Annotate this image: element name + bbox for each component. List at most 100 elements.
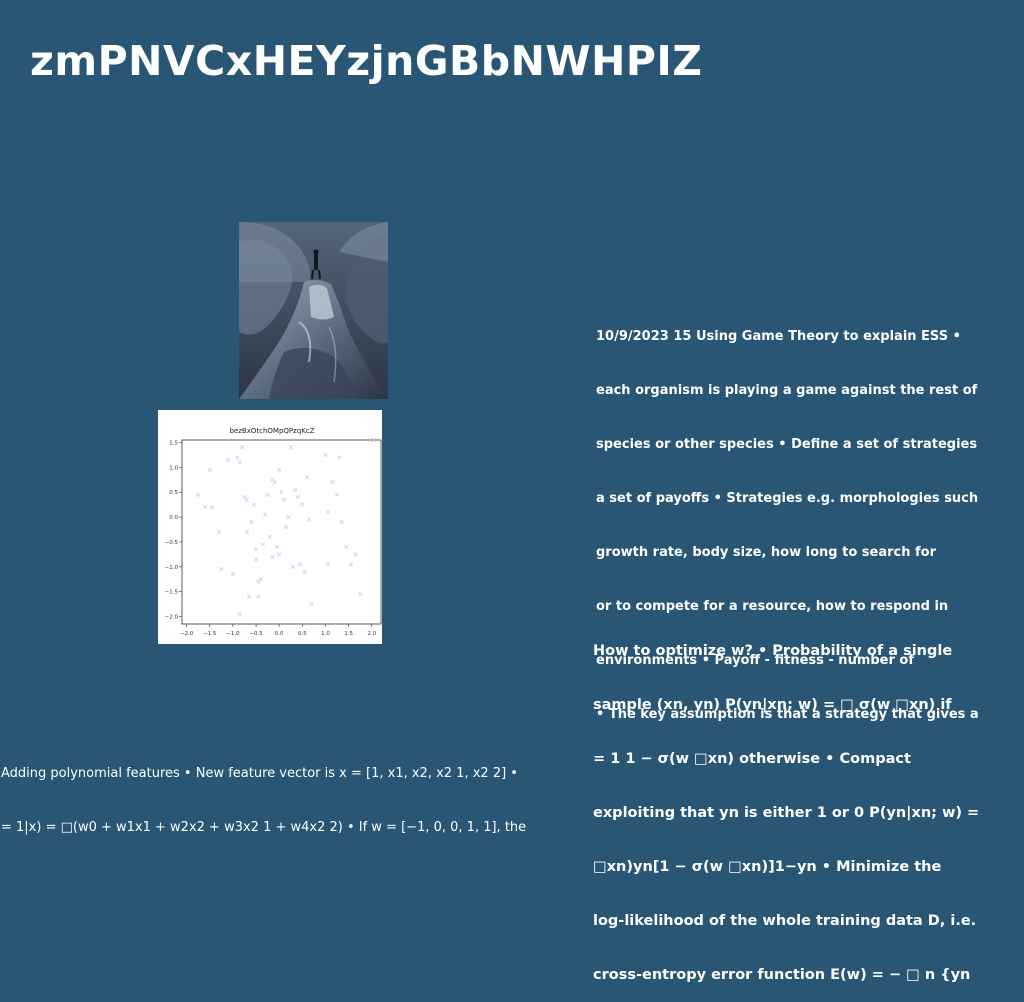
text-block-polynomial: Adding polynomial features • New feature… xyxy=(1,729,561,855)
scatter-point xyxy=(251,502,256,507)
x-tick-label: 1.0 xyxy=(321,631,330,637)
scatter-point xyxy=(286,514,291,520)
text-line: = 1 1 − σ(w □xn) otherwise • Compact xyxy=(593,751,911,767)
scatter-point xyxy=(284,524,289,530)
x-tick-label: −0.5 xyxy=(249,631,263,637)
scatter-point xyxy=(277,552,282,557)
text-line: • The key assumption is that a strategy … xyxy=(596,707,979,722)
text-line: Adding polynomial features • New feature… xyxy=(1,766,518,781)
text-line: How to optimize w? • Probability of a si… xyxy=(593,643,953,659)
y-axis: 1.5 1.0 0.5 0.0 −0.5 −1.0 −1.5 −2.0 xyxy=(165,440,182,621)
scatter-point xyxy=(203,505,208,510)
text-line: species or other species • Define a set … xyxy=(596,437,978,452)
x-tick-label: 1.5 xyxy=(344,631,353,637)
scatter-point xyxy=(253,547,259,552)
scatter-point xyxy=(219,567,224,572)
text-block-ess: 10/9/2023 15 Using Game Theory to explai… xyxy=(596,292,1024,742)
scatter-point xyxy=(237,460,242,465)
y-tick-label: 0.0 xyxy=(169,515,178,521)
text-block-optimize: How to optimize w? • Probability of a si… xyxy=(593,606,1024,1002)
scatter-point xyxy=(288,445,293,450)
scatter-point xyxy=(244,529,249,535)
scatter-point xyxy=(260,542,266,547)
data-points xyxy=(196,437,377,617)
x-tick-label: 0.5 xyxy=(298,631,307,637)
scatter-point xyxy=(334,492,340,497)
scatter-point xyxy=(274,544,279,550)
x-tick-label: 2.0 xyxy=(367,631,376,637)
scatter-point xyxy=(337,455,342,460)
text-line: each organism is playing a game against … xyxy=(596,383,978,398)
y-tick-label: −1.0 xyxy=(165,565,179,571)
x-tick-label: −2.0 xyxy=(180,631,194,637)
scatter-point xyxy=(209,505,215,510)
text-line: log-likelihood of the whole training dat… xyxy=(593,913,977,929)
plot-frame xyxy=(181,439,382,625)
scatter-point xyxy=(325,509,330,515)
scatter-point xyxy=(267,534,273,540)
text-line: □xn)yn[1 − σ(w □xn)]1−yn • Minimize the xyxy=(593,859,942,875)
text-line: 10/9/2023 15 Using Game Theory to explai… xyxy=(596,329,961,344)
scatter-plot-svg: bezBxOtchOMpQPzqKcZ −2.0 −1.5 −1.0 −0.5 0.0 0… xyxy=(165,427,382,637)
y-tick-label: 1.0 xyxy=(169,465,178,471)
scatter-point xyxy=(270,554,275,559)
scatter-point xyxy=(265,492,270,497)
text-line: growth rate, body size, how long to sear… xyxy=(596,545,937,560)
text-line: = 1|x) = □(w0 + w1x1 + w2x2 + w3x2 1 + w… xyxy=(1,820,527,835)
y-tick-label: −0.5 xyxy=(165,540,179,546)
scatter-point xyxy=(304,475,310,480)
text-line: cross-entropy error function E(w) = − □ … xyxy=(593,967,971,983)
scatter-point xyxy=(309,601,314,607)
scatter-point xyxy=(230,572,236,577)
scatter-point xyxy=(325,562,330,567)
text-line: sample (xn, yn) P(yn|xn; w) = □ σ(w □xn)… xyxy=(593,697,952,713)
scatter-point xyxy=(307,517,312,522)
scatter-point xyxy=(371,437,377,443)
scatter-point xyxy=(272,480,277,485)
text-line: or to compete for a resource, how to res… xyxy=(596,599,949,614)
mountain-photo xyxy=(239,222,388,399)
text-line: environments • Payoff - fitness - number… xyxy=(596,653,915,668)
text-line: a set of payoffs • Strategies e.g. morph… xyxy=(596,491,979,506)
scatter-point xyxy=(295,495,300,500)
scatter-point xyxy=(226,457,231,463)
scatter-point xyxy=(353,552,358,557)
x-tick-label: −1.0 xyxy=(226,631,240,637)
x-tick-label: −1.5 xyxy=(203,631,217,637)
y-tick-label: −1.5 xyxy=(165,590,179,596)
scatter-point xyxy=(293,487,298,492)
y-tick-label: 1.5 xyxy=(169,440,178,446)
scatter-point xyxy=(348,562,354,567)
scatter-point xyxy=(216,529,222,535)
scatter-point xyxy=(302,569,307,574)
scatter-point xyxy=(244,497,249,502)
x-tick-label: 0.0 xyxy=(275,631,284,637)
scatter-point xyxy=(297,562,303,567)
scatter-point xyxy=(196,492,201,497)
scatter-point xyxy=(323,452,328,458)
scatter-point xyxy=(300,502,305,507)
scatter-point xyxy=(344,544,349,550)
scatter-point xyxy=(246,594,252,599)
scatter-point xyxy=(330,480,335,485)
scatter-point xyxy=(339,519,344,525)
scatter-point xyxy=(277,467,282,472)
scatter-point xyxy=(240,445,245,450)
scatter-point xyxy=(281,497,286,502)
scatter-point xyxy=(358,592,363,597)
scatter-point xyxy=(235,455,240,460)
text-line: exploiting that yn is either 1 or 0 P(yn… xyxy=(593,805,980,821)
scatter-point xyxy=(263,512,268,517)
scatter-point xyxy=(279,490,284,495)
y-tick-label: −2.0 xyxy=(165,615,179,621)
chart-title: bezBxOtchOMpQPzqKcZ xyxy=(230,427,315,435)
scatter-point xyxy=(253,557,259,562)
scatter-point xyxy=(237,611,242,617)
scatter-point xyxy=(249,519,254,525)
scatter-point xyxy=(256,594,261,599)
scatter-point xyxy=(207,467,212,472)
scatter-plot: bezBxOtchOMpQPzqKcZ −2.0 −1.5 −1.0 −0.5 0.0 0… xyxy=(158,410,382,644)
slide-title: zmPNVCxHEYzjnGBbNWHPIZ xyxy=(30,37,703,85)
scatter-point xyxy=(290,564,296,569)
x-axis: −2.0 −1.5 −1.0 −0.5 0.0 0.5 1.0 1.5 2.0 xyxy=(180,624,377,637)
